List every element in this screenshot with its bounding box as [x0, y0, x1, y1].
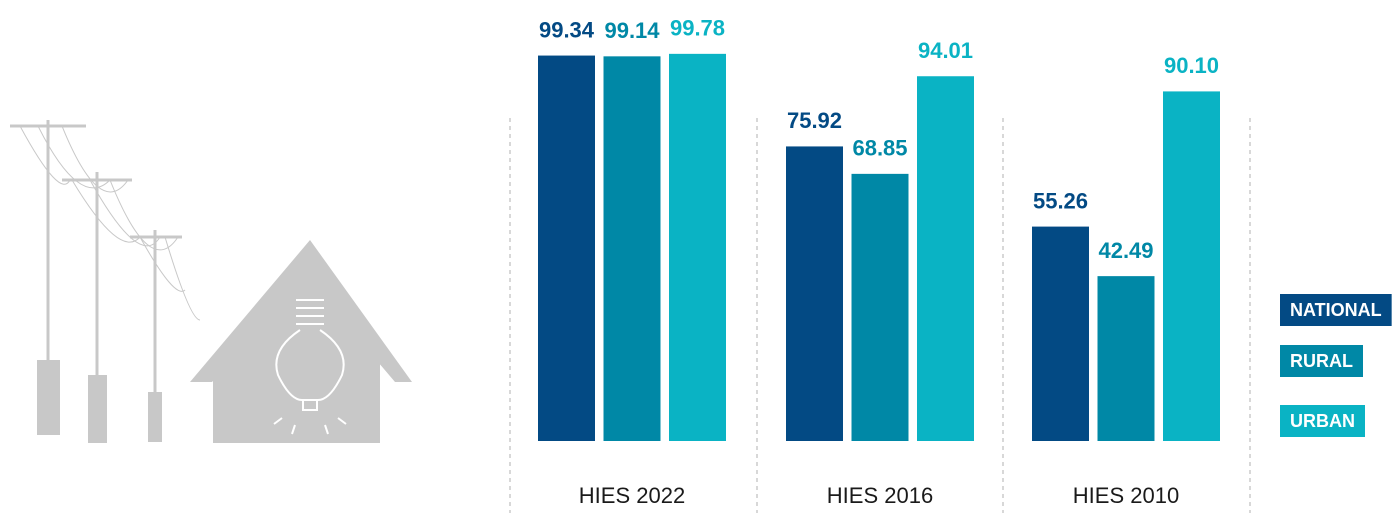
- bar: [1097, 276, 1155, 441]
- bar: [603, 56, 661, 442]
- value-label: 55.26: [1033, 188, 1088, 213]
- value-label: 42.49: [1098, 238, 1153, 263]
- legend-swatch: [1280, 405, 1365, 437]
- value-label: 99.34: [539, 17, 595, 42]
- bar: [786, 146, 843, 441]
- legend-label: URBAN: [1290, 411, 1355, 431]
- value-label: 90.10: [1164, 53, 1219, 78]
- separators: [509, 118, 1251, 513]
- bar: [669, 53, 726, 441]
- illustration: [10, 120, 412, 443]
- x-tick-label: HIES 2010: [1073, 483, 1179, 508]
- value-label: 99.78: [670, 16, 725, 41]
- bar: [1032, 226, 1089, 441]
- value-label: 75.92: [787, 108, 842, 133]
- bar: [1163, 91, 1220, 442]
- bar: [538, 55, 595, 442]
- bar: [851, 173, 909, 441]
- value-label: 68.85: [852, 136, 907, 161]
- value-label: 99.14: [604, 18, 660, 43]
- legend-swatch: [1280, 345, 1363, 377]
- legend-label: NATIONAL: [1290, 300, 1382, 320]
- value-label: 94.01: [918, 38, 973, 63]
- legend-swatch: [1280, 294, 1392, 326]
- x-tick-label: HIES 2022: [579, 483, 685, 508]
- legend-label: RURAL: [1290, 351, 1353, 371]
- x-tick-label: HIES 2016: [827, 483, 933, 508]
- bar: [917, 76, 974, 441]
